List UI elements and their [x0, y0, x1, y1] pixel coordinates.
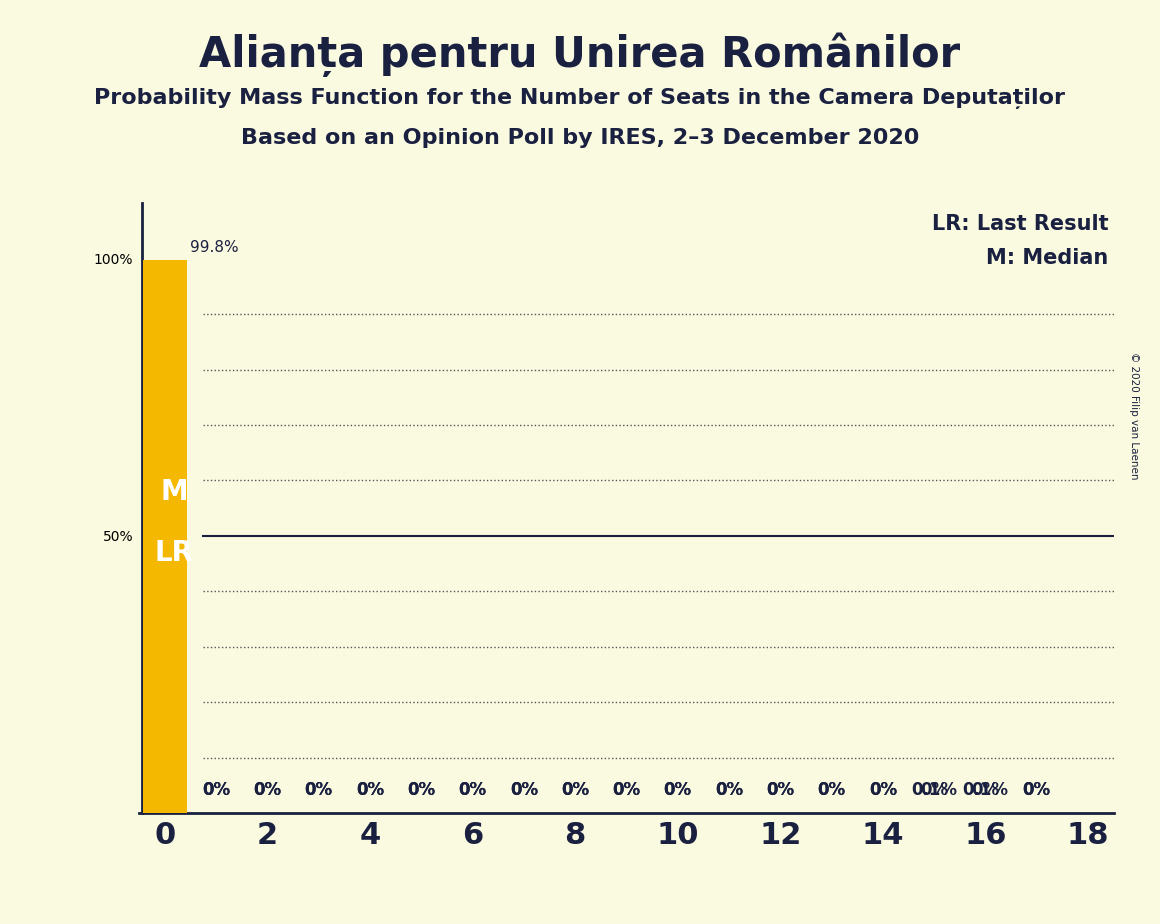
Text: © 2020 Filip van Laenen: © 2020 Filip van Laenen [1130, 352, 1139, 480]
Text: LR: LR [154, 539, 194, 566]
Text: 0%: 0% [1023, 782, 1051, 799]
Text: LR: Last Result: LR: Last Result [931, 214, 1109, 235]
Text: 0%: 0% [715, 782, 744, 799]
Text: 0%: 0% [509, 782, 538, 799]
Text: 0%: 0% [253, 782, 282, 799]
Text: 0%: 0% [767, 782, 795, 799]
Text: M: M [160, 478, 188, 505]
Text: 0%: 0% [458, 782, 486, 799]
Text: 0%: 0% [869, 782, 897, 799]
Text: 0%: 0% [612, 782, 640, 799]
Text: 0%: 0% [561, 782, 589, 799]
Text: 0%: 0% [407, 782, 435, 799]
Text: Alianța pentru Unirea Românilor: Alianța pentru Unirea Românilor [200, 32, 960, 77]
Text: 0%: 0% [305, 782, 333, 799]
Text: M: Median: M: Median [986, 248, 1109, 268]
Text: 0%: 0% [458, 782, 486, 799]
Text: 99.8%: 99.8% [190, 240, 239, 255]
Text: 0%: 0% [407, 782, 435, 799]
Text: Probability Mass Function for the Number of Seats in the Camera Deputaților: Probability Mass Function for the Number… [94, 88, 1066, 109]
Text: 0.1%: 0.1% [911, 782, 957, 799]
Text: 0%: 0% [869, 782, 897, 799]
Text: Based on an Opinion Poll by IRES, 2–3 December 2020: Based on an Opinion Poll by IRES, 2–3 De… [241, 128, 919, 148]
Text: 0%: 0% [509, 782, 538, 799]
Text: 0%: 0% [1023, 782, 1051, 799]
Text: 0%: 0% [664, 782, 691, 799]
Bar [143, 260, 187, 813]
Text: 0%: 0% [253, 782, 282, 799]
Text: 0%: 0% [356, 782, 384, 799]
Text: 0%: 0% [818, 782, 846, 799]
Text: 0%: 0% [202, 782, 230, 799]
Text: 0%: 0% [202, 782, 230, 799]
Text: 0.1%: 0.1% [963, 782, 1008, 799]
Text: 0%: 0% [818, 782, 846, 799]
Text: 0%: 0% [561, 782, 589, 799]
Text: 0%: 0% [305, 782, 333, 799]
Text: 0%: 0% [971, 782, 1000, 799]
Text: 0%: 0% [612, 782, 640, 799]
Text: 0%: 0% [715, 782, 744, 799]
Text: 0%: 0% [356, 782, 384, 799]
Text: 0%: 0% [664, 782, 691, 799]
Text: 0%: 0% [767, 782, 795, 799]
Text: 0%: 0% [920, 782, 948, 799]
